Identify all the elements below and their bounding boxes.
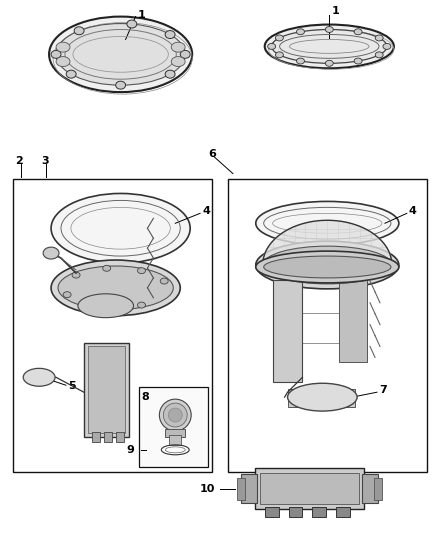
Bar [138, 387, 208, 467]
Text: 6: 6 [208, 149, 216, 159]
Ellipse shape [325, 27, 333, 33]
Ellipse shape [103, 265, 111, 271]
Ellipse shape [74, 27, 84, 35]
Ellipse shape [160, 278, 168, 284]
Text: 9: 9 [127, 445, 134, 455]
Bar [260, 473, 359, 504]
Ellipse shape [276, 52, 283, 58]
Ellipse shape [49, 17, 192, 92]
Bar [241, 474, 257, 504]
Ellipse shape [116, 81, 126, 89]
Bar [255, 468, 364, 510]
Bar [92, 432, 100, 442]
Ellipse shape [375, 52, 383, 58]
Ellipse shape [165, 30, 175, 38]
Ellipse shape [138, 302, 145, 308]
Ellipse shape [63, 292, 71, 297]
Ellipse shape [263, 246, 392, 284]
Ellipse shape [78, 294, 134, 318]
Text: 3: 3 [41, 156, 49, 166]
Text: 1: 1 [331, 6, 339, 15]
Bar [312, 507, 326, 518]
Bar [288, 389, 355, 407]
Ellipse shape [56, 56, 70, 67]
Bar [116, 432, 124, 442]
Ellipse shape [354, 29, 362, 35]
Bar [13, 179, 212, 472]
Ellipse shape [66, 70, 76, 78]
Bar [88, 346, 124, 433]
Bar [104, 432, 112, 442]
Ellipse shape [256, 241, 399, 289]
Ellipse shape [297, 58, 304, 64]
Ellipse shape [72, 272, 80, 278]
Ellipse shape [256, 201, 399, 245]
Bar [228, 179, 427, 472]
Ellipse shape [268, 43, 276, 50]
Ellipse shape [163, 403, 187, 427]
Ellipse shape [180, 51, 190, 58]
Text: 5: 5 [68, 381, 76, 391]
Ellipse shape [51, 260, 180, 316]
Ellipse shape [354, 58, 362, 64]
Text: 7: 7 [379, 385, 387, 395]
Text: 4: 4 [202, 206, 210, 216]
Ellipse shape [256, 251, 399, 283]
Ellipse shape [325, 60, 333, 66]
Ellipse shape [297, 29, 304, 35]
Bar [374, 478, 382, 499]
Ellipse shape [288, 383, 357, 411]
Ellipse shape [264, 256, 391, 278]
Bar [362, 474, 378, 504]
Ellipse shape [138, 268, 145, 273]
Bar [165, 429, 185, 437]
Bar [84, 343, 129, 437]
Bar [289, 507, 303, 518]
Ellipse shape [56, 23, 185, 85]
Ellipse shape [171, 42, 185, 52]
Ellipse shape [159, 399, 191, 431]
Text: 10: 10 [200, 483, 215, 494]
Bar [265, 507, 279, 518]
Ellipse shape [272, 29, 387, 63]
Bar [273, 280, 303, 382]
Text: 4: 4 [409, 206, 417, 216]
Ellipse shape [265, 25, 394, 68]
Ellipse shape [23, 368, 55, 386]
Bar [339, 280, 367, 362]
Ellipse shape [43, 247, 59, 259]
Ellipse shape [51, 193, 190, 263]
Ellipse shape [383, 43, 391, 50]
Text: 1: 1 [138, 10, 145, 20]
Ellipse shape [94, 304, 102, 310]
Bar [170, 435, 181, 445]
Polygon shape [263, 220, 392, 265]
Ellipse shape [58, 266, 173, 310]
Ellipse shape [168, 408, 182, 422]
Ellipse shape [51, 51, 61, 58]
Bar [237, 478, 245, 499]
Text: 8: 8 [141, 392, 149, 402]
Ellipse shape [56, 42, 70, 52]
Ellipse shape [165, 70, 175, 78]
Ellipse shape [375, 35, 383, 41]
Text: 2: 2 [15, 156, 23, 166]
Ellipse shape [276, 35, 283, 41]
Bar [336, 507, 350, 518]
Ellipse shape [127, 20, 137, 28]
Ellipse shape [171, 56, 185, 67]
